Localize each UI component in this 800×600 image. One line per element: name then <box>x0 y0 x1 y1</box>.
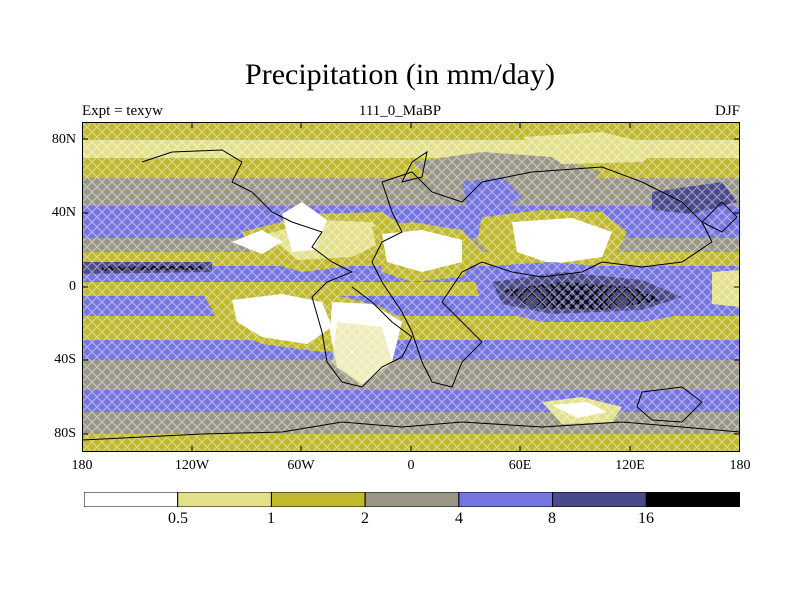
season-label: DJF <box>714 103 740 119</box>
lon-label: 0 <box>407 458 415 473</box>
colorbar-swatch <box>177 492 272 507</box>
lat-label: 80S <box>54 426 76 441</box>
colorbar-label: 4 <box>455 510 463 527</box>
lat-label: 40S <box>54 352 76 367</box>
lon-label: 60W <box>287 458 315 473</box>
lat-label: 80N <box>51 132 76 147</box>
lon-label: 180 <box>71 458 93 473</box>
colorbar-label: 1 <box>267 510 275 527</box>
lon-label: 180 <box>729 458 751 473</box>
lon-label: 120W <box>174 458 210 473</box>
colorbar-swatch <box>84 492 179 507</box>
colorbar-swatch <box>458 492 554 507</box>
period-label: 111_0_MaBP <box>358 103 442 119</box>
lat-label: 0 <box>69 279 76 294</box>
colorbar-swatch <box>270 492 366 507</box>
colorbar-label: 16 <box>638 510 654 527</box>
colorbar-label: 8 <box>548 510 556 527</box>
coastlines <box>82 149 740 441</box>
colorbar-label: 2 <box>361 510 369 527</box>
plot-title: Precipitation (in mm/day) <box>245 58 555 91</box>
colorbar <box>84 492 740 507</box>
colorbar-swatch <box>552 492 647 507</box>
colorbar-swatch <box>645 492 740 507</box>
lon-label: 120E <box>615 458 645 473</box>
colorbar-label: 0.5 <box>168 510 188 527</box>
experiment-label: Expt = texyw <box>82 103 163 119</box>
colorbar-swatch <box>364 492 460 507</box>
axis-ticks <box>82 122 740 452</box>
precipitation-map <box>82 122 740 452</box>
precip-regions <box>82 122 740 452</box>
lat-label: 40N <box>51 205 76 220</box>
lon-label: 60E <box>508 458 532 473</box>
